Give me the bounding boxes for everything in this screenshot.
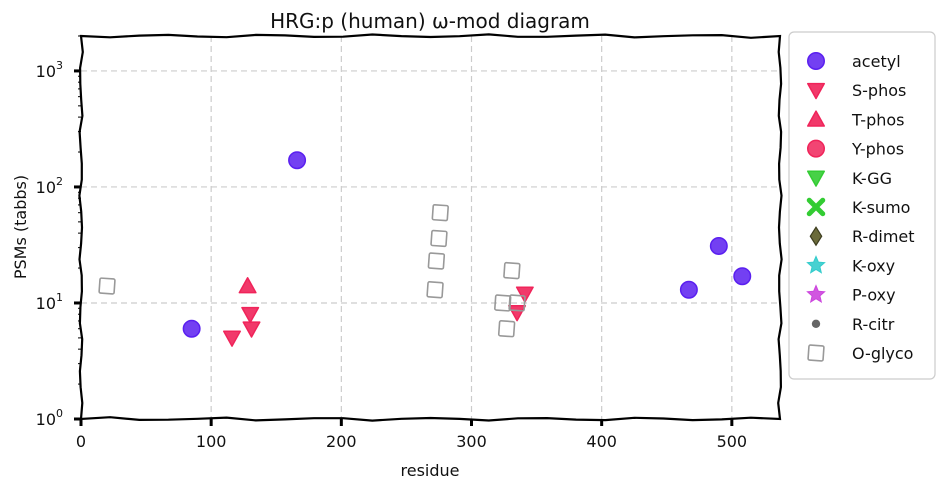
legend-marker-k-gg bbox=[807, 170, 825, 187]
x-axis-label: residue bbox=[401, 461, 460, 480]
x-tick-label: 200 bbox=[326, 432, 357, 451]
x-tick-label: 300 bbox=[456, 432, 487, 451]
legend-label-t-phos: T-phos bbox=[851, 110, 905, 129]
legend-label-s-phos: S-phos bbox=[852, 81, 906, 100]
y-axis-label: PSMs (tabbs) bbox=[11, 175, 30, 279]
legend-marker-k-sumo bbox=[806, 197, 826, 217]
x-tick-label: 0 bbox=[76, 432, 86, 451]
legend-label-r-dimet: R-dimet bbox=[852, 227, 915, 246]
grid-lines bbox=[81, 36, 780, 419]
legend-marker-acetyl bbox=[807, 52, 825, 70]
point-s-phos bbox=[242, 321, 261, 338]
point-acetyl bbox=[709, 236, 728, 255]
legend-marker-r-citr bbox=[811, 319, 821, 328]
point-acetyl bbox=[288, 151, 307, 170]
x-tick-label: 500 bbox=[717, 432, 748, 451]
point-o-glyco bbox=[497, 320, 516, 338]
legend-marker-r-dimet bbox=[809, 226, 823, 247]
legend-label-r-citr: R-citr bbox=[852, 315, 895, 334]
point-o-glyco bbox=[503, 261, 521, 280]
point-o-glyco bbox=[427, 252, 446, 270]
point-s-phos bbox=[515, 286, 534, 303]
legend-box bbox=[788, 31, 936, 380]
point-s-phos bbox=[222, 330, 241, 347]
point-t-phos bbox=[238, 277, 257, 294]
legend-marker-p-oxy bbox=[806, 284, 826, 303]
point-s-phos bbox=[241, 306, 260, 324]
plot-frame bbox=[78, 33, 783, 422]
legend-label-k-oxy: K-oxy bbox=[852, 256, 895, 275]
legend-marker-t-phos bbox=[807, 110, 825, 127]
point-o-glyco bbox=[426, 281, 444, 299]
legend-label-y-phos: Y-phos bbox=[851, 140, 904, 159]
legend-marker-k-oxy bbox=[806, 255, 826, 274]
x-axis-ticks: 0 100 200 300 400 500 bbox=[76, 419, 747, 451]
point-acetyl bbox=[182, 319, 201, 338]
point-o-glyco bbox=[431, 203, 449, 222]
legend-label-p-oxy: P-oxy bbox=[852, 286, 896, 305]
point-o-glyco bbox=[508, 294, 526, 312]
point-o-glyco bbox=[430, 229, 448, 248]
legend: acetyl S-phos T-phos Y-phos K-GG K-sumo R-dime… bbox=[788, 31, 936, 380]
legend-marker-o-glyco bbox=[807, 344, 825, 362]
x-tick-label: 400 bbox=[586, 432, 617, 451]
x-tick-label: 100 bbox=[196, 432, 227, 451]
legend-marker-y-phos bbox=[807, 139, 825, 158]
point-o-glyco bbox=[98, 277, 116, 295]
legend-marker-s-phos bbox=[807, 82, 825, 100]
legend-label-k-sumo: K-sumo bbox=[852, 198, 910, 217]
legend-label-k-gg: K-GG bbox=[852, 169, 892, 188]
legend-label-acetyl: acetyl bbox=[852, 52, 901, 71]
data-points bbox=[98, 151, 752, 347]
legend-label-o-glyco: O-glyco bbox=[852, 344, 913, 363]
point-acetyl bbox=[733, 267, 752, 286]
chart-title: HRG:p (human) ω-mod diagram bbox=[270, 9, 590, 33]
point-acetyl bbox=[679, 280, 698, 299]
